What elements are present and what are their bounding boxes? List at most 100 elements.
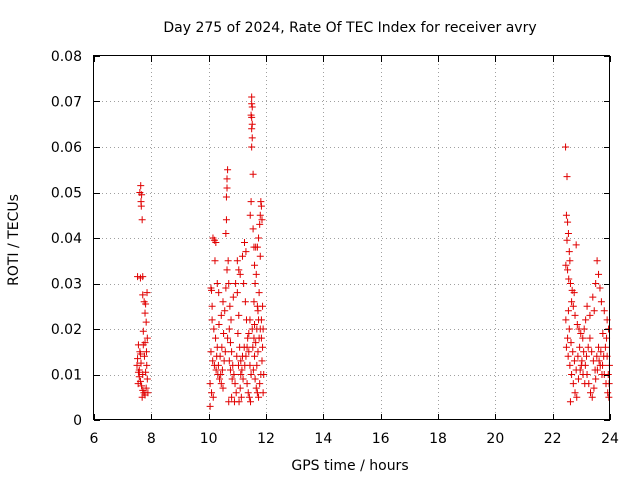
data-point: [240, 280, 248, 287]
data-point: [255, 289, 263, 297]
data-point: [256, 380, 264, 388]
data-point: [249, 343, 257, 351]
data-point: [139, 327, 147, 335]
data-point: [232, 389, 240, 397]
data-point: [234, 330, 242, 338]
data-point: [563, 173, 571, 181]
data-point: [562, 261, 570, 269]
data-point: [599, 330, 607, 338]
data-point: [251, 352, 259, 360]
data-point: [597, 348, 605, 356]
data-point: [237, 393, 245, 401]
data-point: [235, 311, 243, 319]
data-point: [248, 325, 256, 333]
chart-title: Day 275 of 2024, Rate Of TEC Index for r…: [163, 20, 536, 36]
data-point: [223, 266, 231, 274]
data-point: [571, 389, 579, 397]
data-point: [573, 320, 581, 328]
data-point: [212, 239, 220, 247]
data-point: [601, 343, 609, 351]
data-point: [256, 252, 264, 260]
data-point: [243, 380, 251, 388]
data-point: [258, 216, 266, 224]
data-point: [209, 393, 217, 401]
data-point: [142, 384, 150, 392]
data-point: [141, 339, 149, 347]
data-point: [572, 366, 580, 374]
y-tick-label: 0.04: [51, 231, 82, 247]
data-point: [246, 316, 254, 324]
data-point: [209, 357, 217, 365]
x-tick-labels: 6 8 10 12 14 16 18 20 22 24: [90, 431, 619, 447]
data-point: [588, 393, 596, 401]
x-tick-label: 16: [372, 431, 390, 447]
data-point: [569, 348, 577, 356]
data-point: [595, 270, 603, 278]
data-point: [242, 352, 250, 360]
x-tick-label: 14: [314, 431, 332, 447]
data-point: [250, 334, 258, 342]
data-point: [257, 334, 265, 342]
data-point: [586, 334, 594, 342]
data-point: [236, 270, 244, 278]
data-point: [224, 257, 232, 265]
data-point: [256, 220, 264, 228]
data-point: [567, 339, 575, 347]
data-point: [233, 289, 241, 297]
data-point: [252, 270, 260, 278]
data-point: [574, 352, 582, 360]
y-tick-label: 0.06: [51, 140, 82, 156]
data-point: [574, 375, 582, 383]
data-point: [259, 389, 267, 397]
data-point: [232, 280, 240, 287]
data-point: [248, 93, 256, 101]
data-point: [598, 371, 606, 378]
data-point: [566, 361, 574, 369]
data-point: [133, 361, 141, 369]
data-point: [207, 348, 215, 356]
data-point: [587, 389, 595, 397]
data-point: [213, 352, 221, 360]
data-point: [208, 316, 216, 324]
data-point: [217, 380, 225, 388]
data-point: [138, 393, 146, 401]
data-point: [246, 211, 254, 219]
data-point: [259, 343, 267, 351]
data-point: [220, 330, 228, 338]
data-point: [142, 300, 150, 308]
data-point: [569, 380, 577, 388]
data-point: [142, 318, 150, 326]
data-point: [223, 175, 231, 183]
data-point: [242, 248, 250, 256]
x-tick-label: 18: [429, 431, 447, 447]
data-point: [578, 357, 586, 365]
data-point: [224, 166, 232, 174]
data-point: [225, 325, 233, 333]
data-point: [568, 298, 576, 306]
data-point: [241, 239, 248, 247]
data-point: [248, 143, 256, 151]
data-point: [231, 380, 239, 388]
data-point: [239, 375, 247, 383]
data-point: [245, 393, 253, 401]
data-point: [241, 298, 249, 306]
data-point: [580, 348, 588, 356]
data-point: [592, 375, 600, 383]
data-point: [253, 302, 261, 310]
data-point: [215, 320, 223, 328]
data-point: [592, 280, 600, 287]
data-point: [596, 361, 604, 369]
data-point: [570, 289, 578, 297]
data-point: [250, 298, 258, 306]
data-point: [248, 134, 256, 142]
data-point: [593, 257, 601, 265]
y-tick-label: 0.01: [51, 368, 82, 384]
data-point: [139, 273, 147, 281]
data-point: [136, 350, 144, 358]
y-tick-label: 0.03: [51, 277, 82, 293]
data-point: [251, 320, 259, 328]
data-point: [244, 334, 252, 342]
data-point: [217, 311, 225, 319]
x-tick-label: 8: [147, 431, 156, 447]
data-point: [137, 202, 145, 210]
